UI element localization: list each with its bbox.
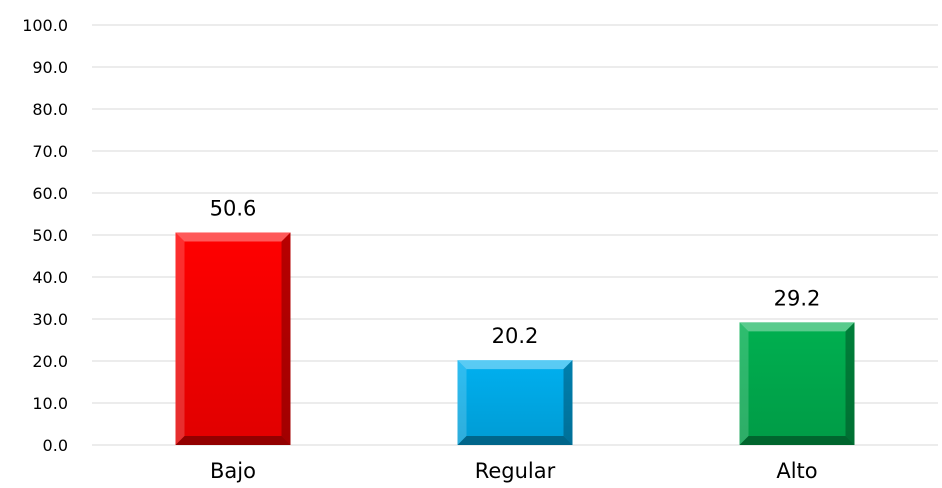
bar-bevel-left <box>175 232 185 445</box>
y-tick-label: 50.0 <box>32 226 68 245</box>
bar-bevel-bottom <box>175 436 291 445</box>
y-tick-label: 70.0 <box>32 142 68 161</box>
bar-face <box>739 322 855 445</box>
bar-bevel-left <box>739 322 749 445</box>
bar-bevel-bottom <box>457 436 573 445</box>
y-tick-label: 30.0 <box>32 310 68 329</box>
data-label: 29.2 <box>774 286 821 310</box>
y-tick-label: 100.0 <box>22 16 68 35</box>
y-tick-label: 0.0 <box>43 436 68 455</box>
bar-bevel-top <box>457 360 573 370</box>
bar-bevel-right <box>281 232 291 445</box>
bar-bevel-bottom <box>739 436 855 445</box>
bar-face <box>175 232 291 445</box>
y-tick-label: 90.0 <box>32 58 68 77</box>
data-label: 50.6 <box>210 196 257 220</box>
bar-bevel-top <box>175 232 291 242</box>
y-tick-label: 20.0 <box>32 352 68 371</box>
y-tick-label: 40.0 <box>32 268 68 287</box>
y-tick-label: 80.0 <box>32 100 68 119</box>
bar-bevel-right <box>563 360 573 445</box>
bar-alto <box>739 322 855 445</box>
bar-bevel-right <box>845 322 855 445</box>
bar-regular <box>457 360 573 445</box>
bar-bajo <box>175 232 291 445</box>
y-tick-label: 60.0 <box>32 184 68 203</box>
bars <box>175 232 855 445</box>
x-category-label: Bajo <box>210 459 256 483</box>
data-label: 20.2 <box>492 324 539 348</box>
y-tick-label: 10.0 <box>32 394 68 413</box>
bar-bevel-top <box>739 322 855 332</box>
x-axis-category-labels: Bajo Regular Alto <box>210 459 818 483</box>
y-axis-tick-labels: 0.0 10.0 20.0 30.0 40.0 50.0 60.0 70.0 80.0 90.0 1… <box>22 16 68 455</box>
data-labels: 50.6 20.2 29.2 <box>210 196 821 348</box>
x-category-label: Regular <box>475 459 556 483</box>
bar-face <box>457 360 573 445</box>
x-category-label: Alto <box>776 459 817 483</box>
bar-bevel-left <box>457 360 467 445</box>
